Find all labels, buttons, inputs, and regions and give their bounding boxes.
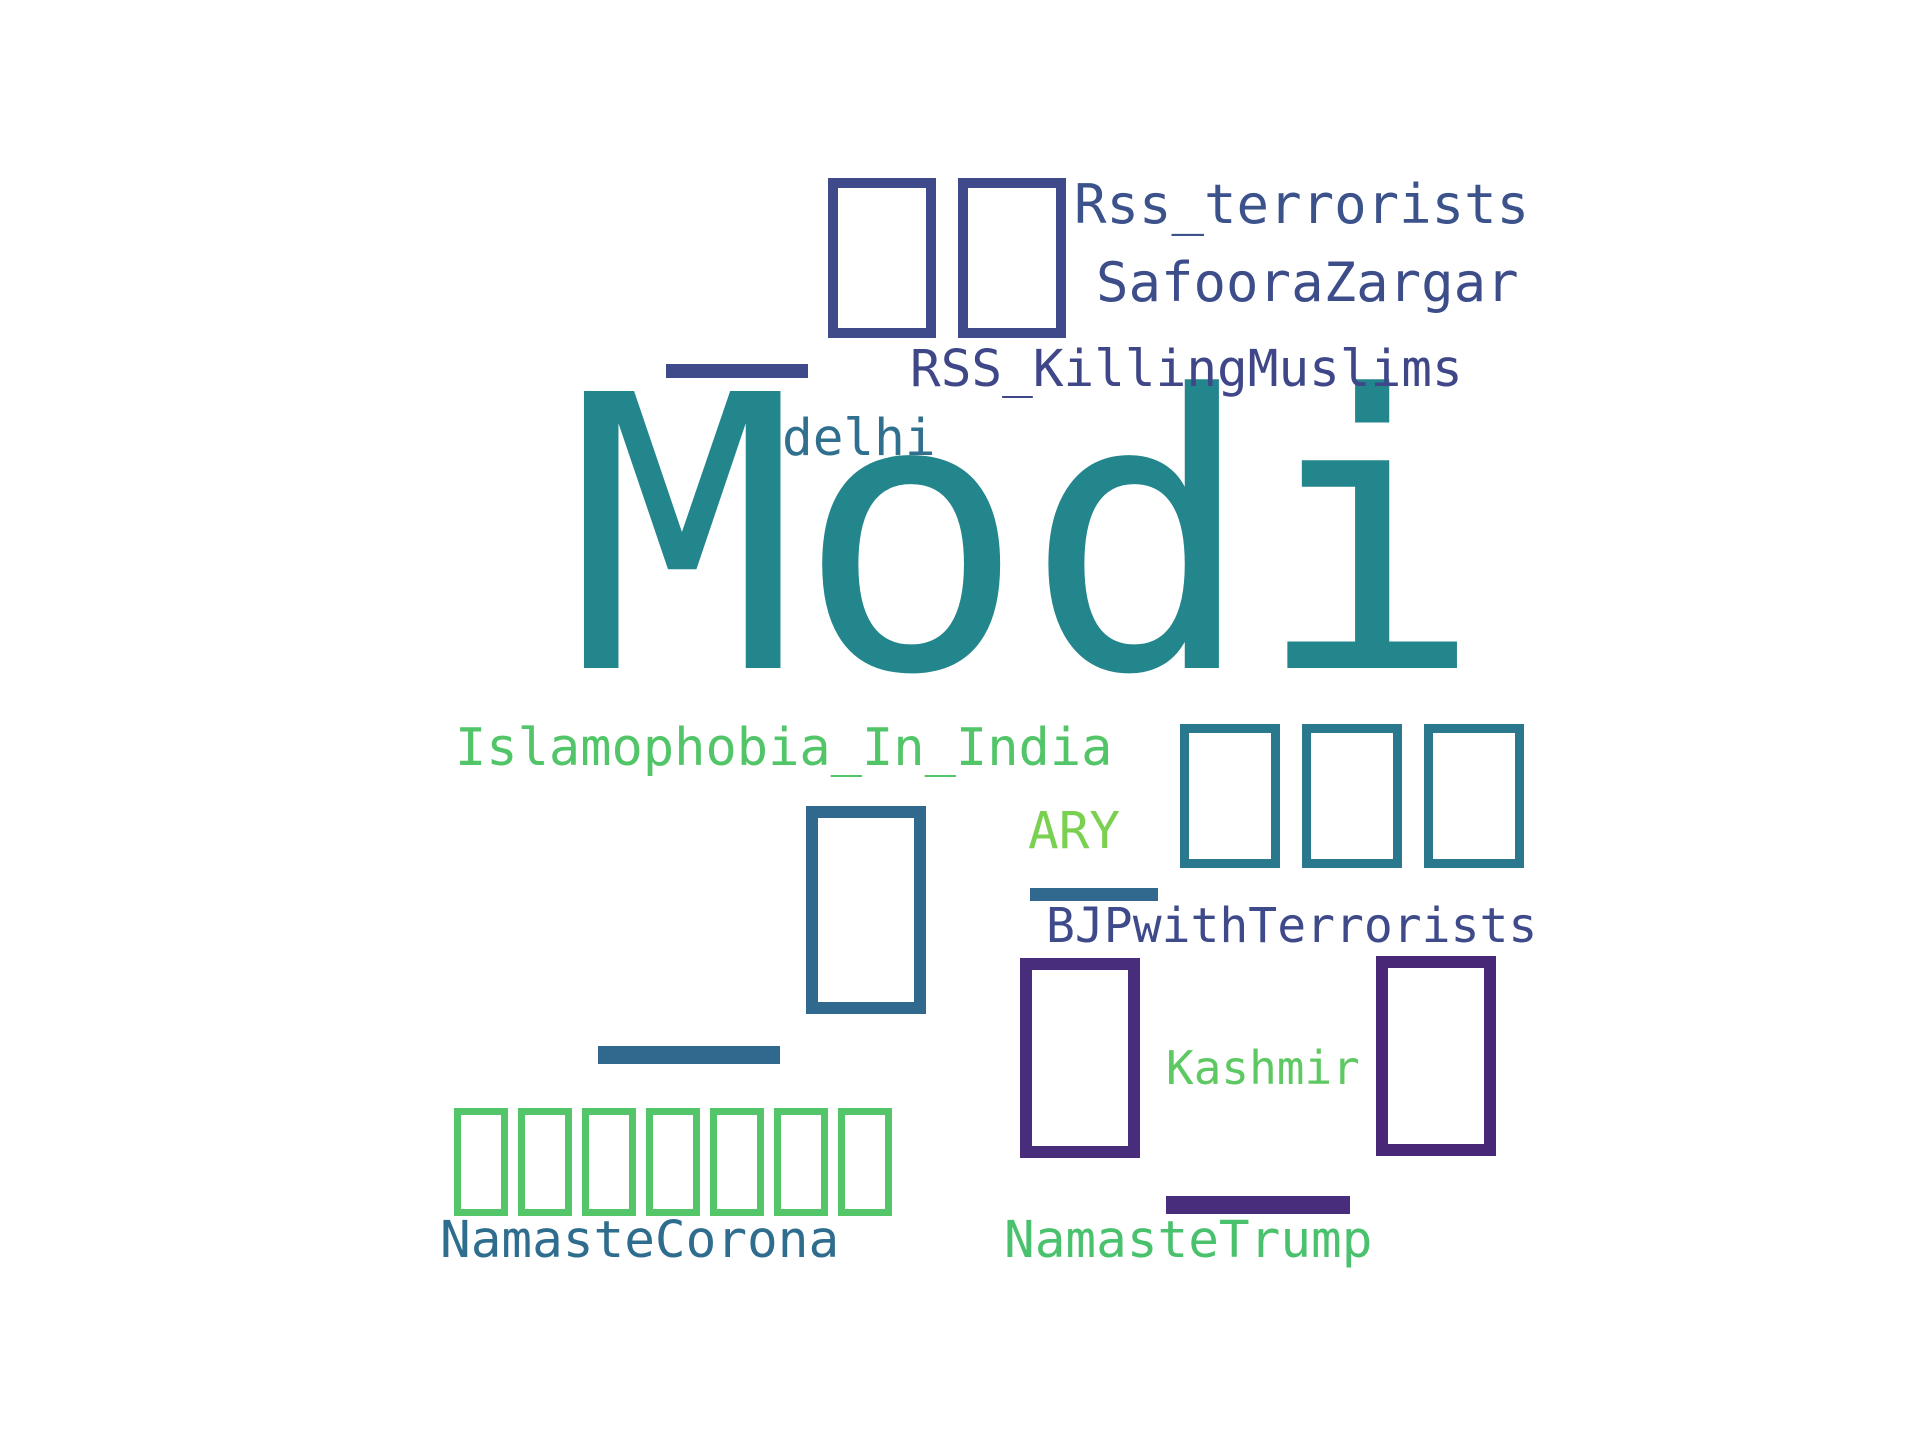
missing-glyph-box	[582, 1108, 636, 1216]
missing-glyph-box	[1424, 724, 1524, 868]
missing-glyph-box	[774, 1108, 828, 1216]
missing-glyph-box	[1376, 956, 1496, 1156]
missing-glyph-box	[1180, 724, 1280, 868]
missing-glyph-box	[828, 178, 936, 338]
word-modi: Modi	[568, 315, 1484, 758]
missing-glyph-box	[958, 178, 1066, 338]
missing-glyph-box	[710, 1108, 764, 1216]
word-rss-killingmuslims: RSS_KillingMuslims	[910, 340, 1463, 399]
word-bjpwithterrorists: BJPwithTerrorists	[1046, 898, 1538, 954]
word-namastetrump: NamasteTrump	[1004, 1211, 1373, 1270]
missing-glyph-box	[518, 1108, 572, 1216]
underscore-top-left	[666, 364, 808, 378]
underscore-center	[1030, 888, 1158, 901]
word-safoorazargar: SafooraZargar	[1096, 251, 1519, 314]
glyph-box-purple-right	[1376, 956, 1496, 1156]
glyph-boxes-right	[1180, 724, 1524, 868]
missing-glyph-box	[646, 1108, 700, 1216]
glyph-box-center	[806, 806, 926, 1014]
word-kashmir: Kashmir	[1166, 1041, 1360, 1095]
missing-glyph-box	[1020, 958, 1140, 1158]
underscore-left-bottom	[598, 1046, 780, 1064]
missing-glyph-box	[1302, 724, 1402, 868]
underscore-purple-bottom	[1166, 1196, 1350, 1214]
missing-glyph-box	[838, 1108, 892, 1216]
word-ary: ARY	[1028, 802, 1121, 861]
word-rss-terrorists: Rss_terrorists	[1074, 173, 1530, 236]
missing-glyph-box	[454, 1108, 508, 1216]
missing-glyph-box	[806, 806, 926, 1014]
word-delhi: delhi	[782, 409, 936, 468]
glyph-boxes-top	[828, 178, 1066, 338]
word-namastecorona: NamasteCorona	[440, 1211, 840, 1270]
word-islamophobia-in-india: Islamophobia_In_India	[455, 718, 1113, 778]
glyph-boxes-bottom	[454, 1108, 892, 1216]
glyph-box-purple-left	[1020, 958, 1140, 1158]
